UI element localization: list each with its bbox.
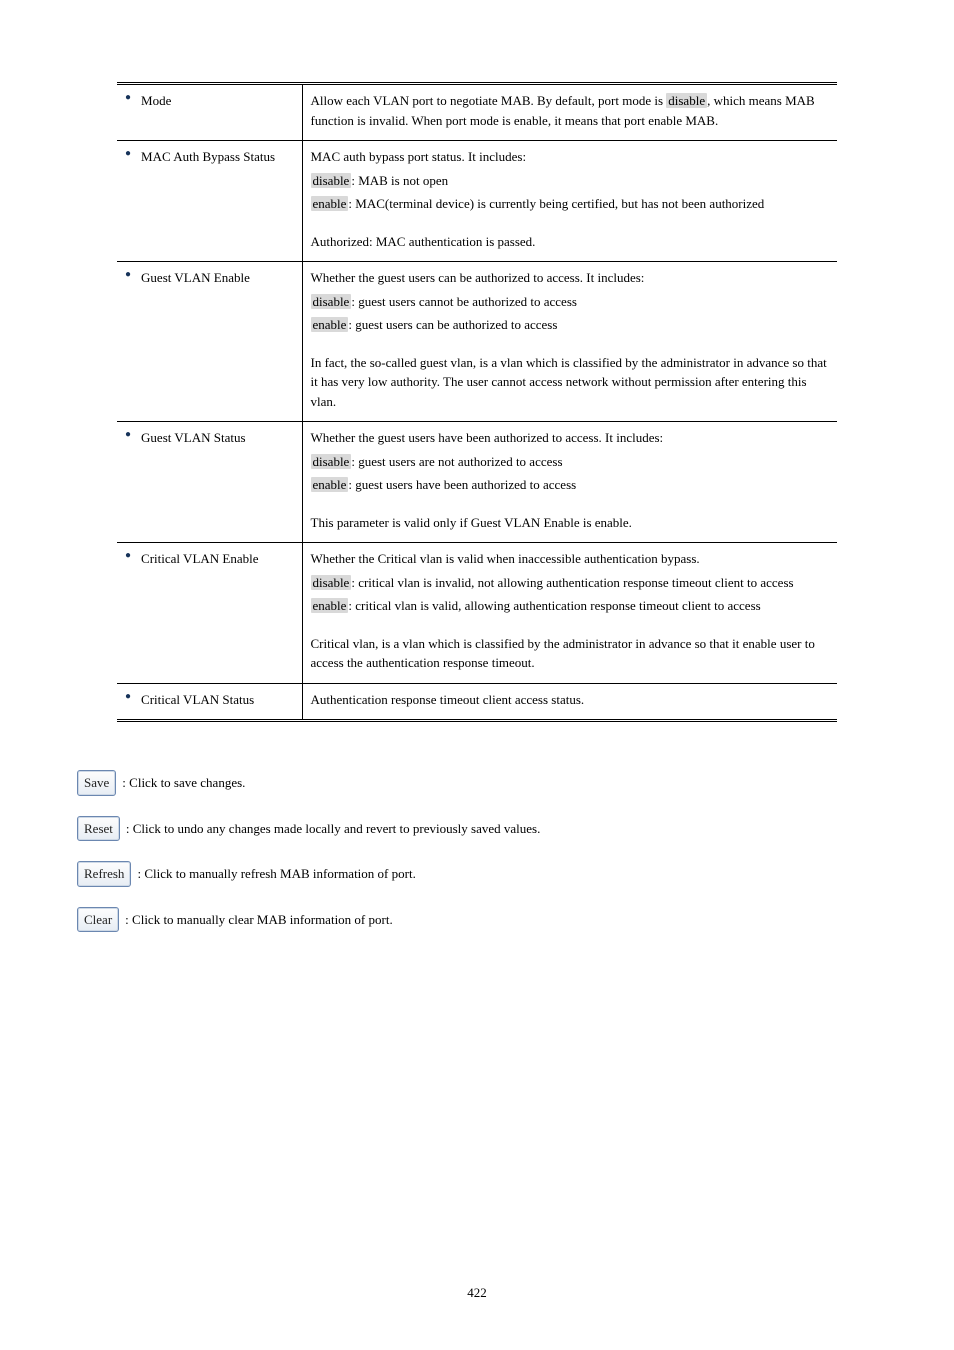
desc-text: Whether the Critical vlan is valid when … bbox=[311, 551, 700, 566]
table-row: ● Guest VLAN Enable Whether the guest user… bbox=[117, 262, 837, 422]
refresh-button[interactable]: Refresh bbox=[77, 861, 131, 887]
desc-text: In fact, the so-called guest vlan, is a … bbox=[311, 355, 827, 409]
button-desc: : Click to manually clear MAB informatio… bbox=[125, 907, 393, 930]
row-label-cell: ● Critical VLAN Enable bbox=[117, 543, 302, 684]
clear-button[interactable]: Clear bbox=[77, 907, 119, 933]
row-label: MAC Auth Bypass Status bbox=[141, 147, 275, 167]
desc-text: : guest users are not authorized to acce… bbox=[351, 454, 562, 469]
table-row: ● Critical VLAN Enable Whether the Critica… bbox=[117, 543, 837, 684]
row-desc-line: Whether the guest users can be authorize… bbox=[311, 268, 830, 288]
highlight-term: enable bbox=[311, 196, 349, 211]
row-label-cell: ● MAC Auth Bypass Status bbox=[117, 141, 302, 262]
row-desc-line: In fact, the so-called guest vlan, is a … bbox=[311, 353, 830, 412]
button-row: Save : Click to save changes. bbox=[77, 770, 837, 796]
bullet-icon: ● bbox=[125, 428, 131, 448]
row-desc-line: enable: critical vlan is valid, allowing… bbox=[311, 596, 830, 616]
desc-text: Authentication response timeout client a… bbox=[311, 692, 585, 707]
reset-button[interactable]: Reset bbox=[77, 816, 120, 842]
button-row: Clear : Click to manually clear MAB infor… bbox=[77, 907, 837, 933]
row-label: Guest VLAN Status bbox=[141, 428, 245, 448]
row-desc-cell: Whether the guest users can be authorize… bbox=[302, 262, 837, 422]
desc-text: : critical vlan is valid, allowing authe… bbox=[348, 598, 760, 613]
desc-text: This parameter is valid only if Guest VL… bbox=[311, 515, 632, 530]
row-desc-line: Authorized: MAC authentication is passed… bbox=[311, 232, 830, 252]
row-desc-line: enable: MAC(terminal device) is currentl… bbox=[311, 194, 830, 214]
row-desc-line: disable: guest users are not authorized … bbox=[311, 452, 830, 472]
table-row: ● Critical VLAN Status Authentication resp… bbox=[117, 683, 837, 721]
button-desc: : Click to undo any changes made locally… bbox=[126, 816, 540, 839]
button-row: Refresh : Click to manually refresh MAB i… bbox=[77, 861, 837, 887]
row-label: Guest VLAN Enable bbox=[141, 268, 250, 288]
desc-text: Whether the guest users have been author… bbox=[311, 430, 664, 445]
desc-text: : guest users cannot be authorized to ac… bbox=[351, 294, 577, 309]
row-desc-line: MAC auth bypass port status. It includes… bbox=[311, 147, 830, 167]
bullet-icon: ● bbox=[125, 549, 131, 569]
row-label-cell: ● Critical VLAN Status bbox=[117, 683, 302, 721]
desc-text: : MAB is not open bbox=[351, 173, 448, 188]
highlight-term: enable bbox=[311, 317, 349, 332]
bullet-icon: ● bbox=[125, 147, 131, 167]
row-desc-line: Allow each VLAN port to negotiate MAB. B… bbox=[311, 91, 830, 130]
row-label-cell: ● Guest VLAN Status bbox=[117, 422, 302, 543]
highlight-term: disable bbox=[311, 575, 352, 590]
desc-text: : guest users can be authorized to acces… bbox=[348, 317, 557, 332]
row-desc-line: disable: guest users cannot be authorize… bbox=[311, 292, 830, 312]
row-desc-cell: Allow each VLAN port to negotiate MAB. B… bbox=[302, 84, 837, 141]
table-row: ● Mode Allow each VLAN port to negotiate M… bbox=[117, 84, 837, 141]
row-desc-line: Critical vlan, is a vlan which is classi… bbox=[311, 634, 830, 673]
row-desc-line: enable: guest users can be authorized to… bbox=[311, 315, 830, 335]
spec-table: ● Mode Allow each VLAN port to negotiate M… bbox=[117, 82, 837, 722]
table-row: ● MAC Auth Bypass Status MAC auth bypass p… bbox=[117, 141, 837, 262]
row-label: Mode bbox=[141, 91, 171, 111]
row-desc-cell: MAC auth bypass port status. It includes… bbox=[302, 141, 837, 262]
row-desc-line: Whether the guest users have been author… bbox=[311, 428, 830, 448]
desc-text: Authorized: MAC authentication is passed… bbox=[311, 234, 536, 249]
highlight-term: enable bbox=[311, 598, 349, 613]
bullet-icon: ● bbox=[125, 690, 131, 710]
desc-text: MAC auth bypass port status. It includes… bbox=[311, 149, 527, 164]
bullet-icon: ● bbox=[125, 91, 131, 111]
row-label: Critical VLAN Enable bbox=[141, 549, 258, 569]
row-desc-line: This parameter is valid only if Guest VL… bbox=[311, 513, 830, 533]
save-button[interactable]: Save bbox=[77, 770, 116, 796]
row-desc-line: disable: critical vlan is invalid, not a… bbox=[311, 573, 830, 593]
row-label-cell: ● Mode bbox=[117, 84, 302, 141]
button-row: Reset : Click to undo any changes made lo… bbox=[77, 816, 837, 842]
row-desc-line: disable: MAB is not open bbox=[311, 171, 830, 191]
page-number: 422 bbox=[0, 1283, 954, 1303]
desc-text: Allow each VLAN port to negotiate MAB. B… bbox=[311, 93, 667, 108]
desc-text: : MAC(terminal device) is currently bein… bbox=[348, 196, 764, 211]
button-desc: : Click to save changes. bbox=[122, 770, 245, 793]
row-desc-cell: Whether the guest users have been author… bbox=[302, 422, 837, 543]
row-desc-cell: Authentication response timeout client a… bbox=[302, 683, 837, 721]
button-desc: : Click to manually refresh MAB informat… bbox=[137, 861, 415, 884]
desc-text: : guest users have been authorized to ac… bbox=[348, 477, 576, 492]
row-label-cell: ● Guest VLAN Enable bbox=[117, 262, 302, 422]
row-label: Critical VLAN Status bbox=[141, 690, 254, 710]
row-desc-cell: Whether the Critical vlan is valid when … bbox=[302, 543, 837, 684]
row-desc-line: Whether the Critical vlan is valid when … bbox=[311, 549, 830, 569]
highlight-term: disable bbox=[311, 294, 352, 309]
table-row: ● Guest VLAN Status Whether the guest user… bbox=[117, 422, 837, 543]
desc-text: : critical vlan is invalid, not allowing… bbox=[351, 575, 793, 590]
highlight-term: disable bbox=[311, 454, 352, 469]
highlight-term: disable bbox=[311, 173, 352, 188]
highlight-term: disable bbox=[666, 93, 707, 108]
bullet-icon: ● bbox=[125, 268, 131, 288]
desc-text: Whether the guest users can be authorize… bbox=[311, 270, 645, 285]
row-desc-line: Authentication response timeout client a… bbox=[311, 690, 830, 710]
desc-text: Critical vlan, is a vlan which is classi… bbox=[311, 636, 815, 671]
highlight-term: enable bbox=[311, 477, 349, 492]
row-desc-line: enable: guest users have been authorized… bbox=[311, 475, 830, 495]
